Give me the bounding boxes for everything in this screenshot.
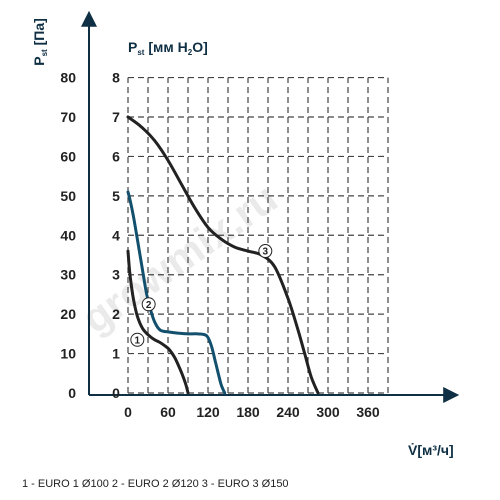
svg-text:Pst [Па]: Pst [Па] [31,18,49,66]
tick-label-x: 180 [236,404,260,420]
tick-label-x: 300 [316,404,340,420]
tick-label-pa: 50 [60,188,76,204]
tick-label-x: 0 [124,404,132,420]
tick-label-mm: 7 [112,109,120,125]
curve-3 [126,115,320,395]
y-axis-label-mm: Pst [мм H2O] [128,39,208,57]
grid [127,76,389,394]
tick-label-mm: 1 [112,346,120,362]
curve-label-circle-2 [141,297,156,312]
curve-label-3: 3 [263,247,269,258]
tick-label-pa: 60 [60,148,76,164]
curve-label-circle-1 [130,332,145,347]
tick-label-pa: 80 [60,70,76,86]
curve-1 [126,249,190,395]
tick-label-x: 360 [356,404,380,420]
tick-label-x: 60 [160,404,176,420]
tick-label-mm: 5 [112,188,120,204]
tick-label-pa: 10 [60,346,76,362]
tick-label-mm: 2 [112,306,120,322]
tick-label-mm: 8 [112,70,120,86]
y-axis-label-pa: Pst [Па] [31,18,49,66]
tick-label-x: 120 [196,404,220,420]
tick-label-mm: 4 [112,227,120,243]
x-axis-label: V̇[м³/ч] [408,442,454,458]
tick-label-pa: 40 [60,227,76,243]
curve-2 [126,190,227,395]
tick-label-x: 240 [276,404,300,420]
legend: 1 - EURO 1 Ø100 2 - EURO 2 Ø120 3 - EURO… [22,478,289,490]
tick-label-mm: 3 [112,267,120,283]
tick-label-pa: 20 [60,306,76,322]
tick-label-mm: 0 [112,385,120,401]
tick-label-pa: 0 [68,385,76,401]
curve-label-1: 1 [135,335,141,346]
curve-label-2: 2 [146,300,152,311]
tick-label-pa: 70 [60,109,76,125]
tick-label-mm: 6 [112,148,120,164]
curves: 1 2 3 [126,115,320,395]
tick-label-pa: 30 [60,267,76,283]
watermark: growmix.ru [73,174,285,342]
curve-label-circle-3 [258,244,273,259]
